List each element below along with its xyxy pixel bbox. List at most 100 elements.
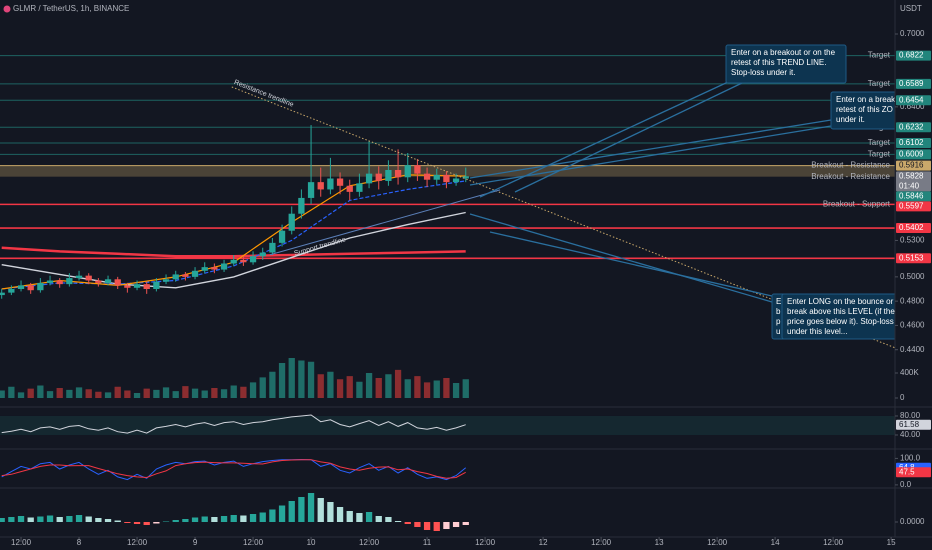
y-tick-label: 0.4800 [900, 296, 925, 305]
x-tick-label: 12:00 [591, 538, 612, 547]
x-tick-label: 15 [887, 538, 896, 547]
price-label-bg [896, 160, 931, 171]
macd-bar [365, 512, 373, 522]
macd-bar [259, 512, 266, 522]
volume-bar [327, 371, 334, 398]
macd-bar [95, 518, 102, 522]
candle-body [414, 165, 421, 174]
y-tick-label: 40.00 [900, 430, 921, 439]
x-tick-label: 12:00 [359, 538, 380, 547]
volume-bar [46, 391, 54, 398]
annotation-text: under it. [836, 115, 865, 124]
rsi-line [1, 414, 466, 434]
macd-bar [346, 511, 353, 522]
price-label-bg [896, 223, 931, 234]
candle-body [433, 174, 440, 180]
candle-body [365, 173, 373, 184]
macd-bar [414, 522, 421, 527]
price-label: 0.6009 [899, 149, 924, 158]
volume-bar [230, 385, 237, 398]
price-label: 0.5846 [899, 191, 924, 200]
level-label: Target [868, 149, 891, 158]
indicator-label-bg [896, 467, 931, 478]
macd-bar [191, 517, 199, 522]
price-label: 0.5402 [899, 223, 924, 232]
volume-bar [153, 389, 160, 398]
macd-bar [327, 502, 334, 522]
indicator-label: 47.5 [899, 467, 915, 476]
candle-body [298, 197, 305, 214]
volume-bar [66, 389, 73, 398]
annotation-text: retest of this TREND LINE. [731, 58, 826, 67]
y-tick-label: 100.0 [900, 454, 921, 463]
annotation-text: under this level... [787, 327, 847, 336]
price-label-bg [896, 191, 931, 202]
macd-bar [0, 518, 5, 522]
volume-bar [394, 369, 402, 398]
volume-bar [414, 376, 421, 398]
candle-body [56, 280, 63, 285]
price-label: 0.6822 [899, 51, 924, 60]
macd-bar [423, 522, 431, 530]
x-tick-label: 12:00 [475, 538, 496, 547]
candle-body [249, 256, 257, 263]
volume-bar [182, 386, 189, 398]
x-tick-label: 12:00 [243, 538, 264, 547]
candle-body [375, 173, 382, 181]
candle-body [211, 267, 218, 270]
x-tick-label: 13 [655, 538, 664, 547]
macd-bar [433, 522, 440, 531]
axis-panel [895, 0, 932, 550]
annotation-text: retest of this ZO [836, 105, 893, 114]
volume-bar [298, 360, 305, 398]
rsi-band [0, 415, 895, 435]
price-label-bg [896, 253, 931, 264]
macd-bar [143, 522, 150, 525]
candle-body [385, 170, 392, 181]
macd-bar [385, 517, 392, 522]
volume-bar [133, 393, 141, 398]
macd-bar [124, 522, 131, 523]
candle-body [95, 280, 102, 283]
volume-bar [307, 361, 315, 398]
candle-body [327, 178, 334, 190]
price-label: 01:40 [899, 181, 920, 190]
macd-bar [162, 521, 170, 522]
candle-body [172, 274, 179, 280]
macd-bar [452, 522, 460, 527]
candle-body [66, 278, 73, 285]
zone-label: Breakout - Resistance [811, 161, 890, 170]
volume-bar [172, 391, 179, 398]
candle-body [220, 263, 228, 270]
candle-body [46, 280, 54, 283]
macd-bar [75, 515, 83, 522]
candle-body [85, 275, 92, 281]
candle-body [8, 289, 15, 293]
volume-bar [211, 388, 218, 398]
candle-body [443, 174, 450, 183]
candle-body [317, 182, 324, 190]
macd-bar [375, 516, 382, 522]
price-label-bg [896, 50, 931, 61]
macd-bar [269, 509, 276, 522]
candle-body [201, 267, 208, 271]
y-tick-label: 0.5000 [900, 272, 925, 281]
candle-body [462, 176, 469, 179]
y-tick-label: 0 [900, 393, 905, 402]
price-label: 0.6232 [899, 122, 924, 131]
macd-bar [153, 522, 160, 524]
level-label: Target [868, 138, 891, 147]
trendline [269, 189, 501, 256]
volume-bar [356, 381, 363, 398]
annotation-text: p [776, 317, 781, 326]
candle-body [75, 275, 83, 279]
annotation-text: Stop-loss under it. [731, 68, 795, 77]
volume-bar [269, 371, 276, 398]
volume-bar [375, 378, 382, 398]
price-label-bg [896, 201, 931, 212]
x-tick-label: 12:00 [707, 538, 728, 547]
volume-bar [220, 389, 228, 398]
x-tick-label: 12:00 [11, 538, 32, 547]
volume-bar [365, 373, 373, 398]
resistance-zone [0, 165, 895, 177]
